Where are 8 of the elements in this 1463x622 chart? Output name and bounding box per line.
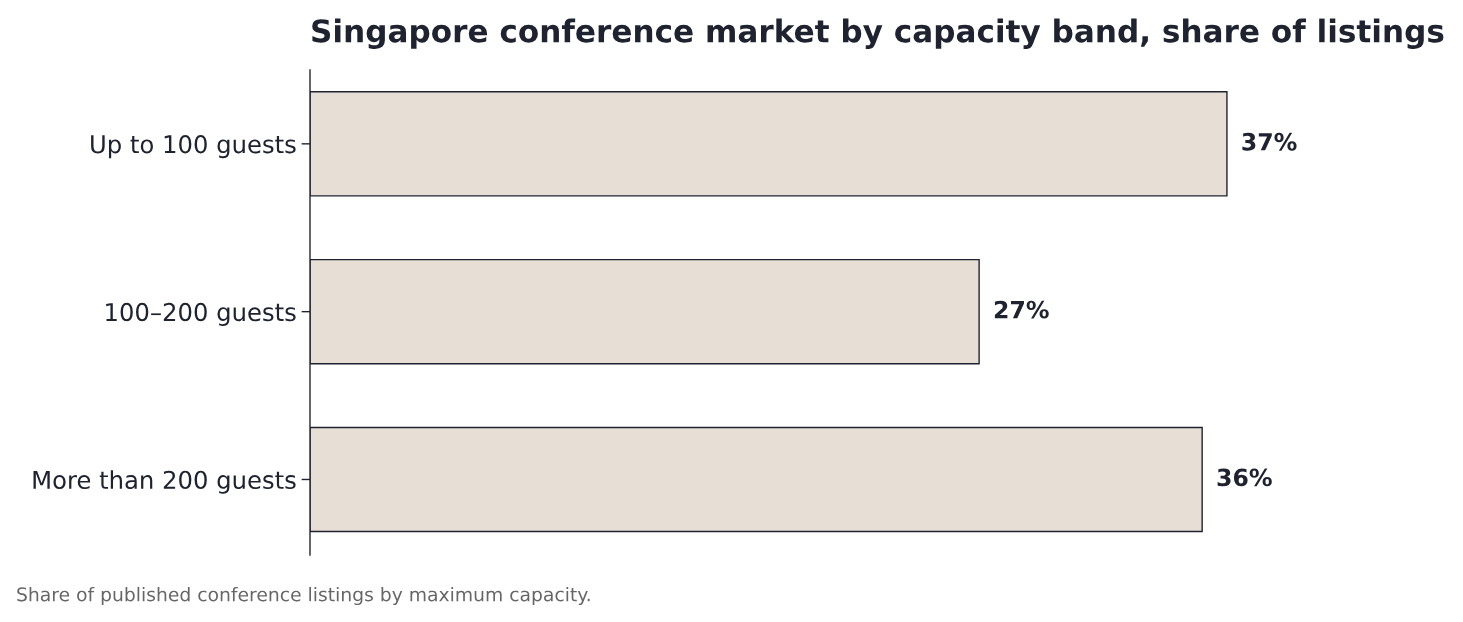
data-label: 37% (1242, 132, 1297, 151)
text: Share of published conference listings by maximum capacity. (17, 586, 590, 606)
chart-title: Singapore conference market by capacity band, share of listings (312, 18, 1444, 49)
y-tick-label: More than 200 guests (33, 470, 296, 494)
y-tick-label: Up to 100 guests (91, 135, 296, 159)
data-label: 27% (994, 300, 1049, 319)
y-tick-label: 100–200 guests (106, 302, 296, 326)
data-label: 36% (1217, 468, 1272, 487)
